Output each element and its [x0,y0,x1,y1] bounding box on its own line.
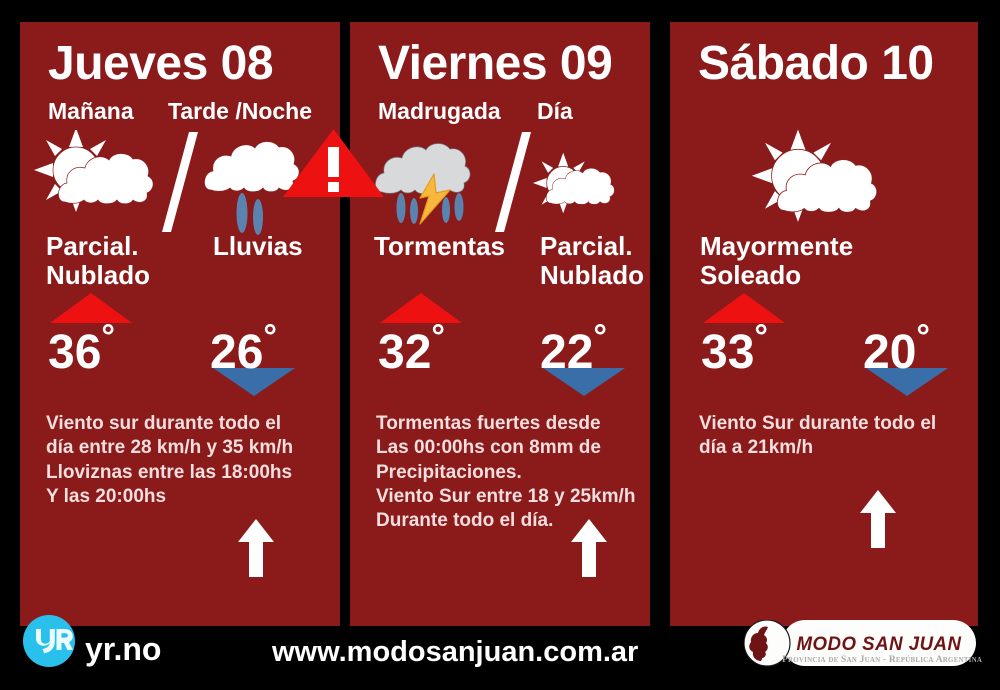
svg-text:MODO SAN JUAN: MODO SAN JUAN [797,634,963,655]
